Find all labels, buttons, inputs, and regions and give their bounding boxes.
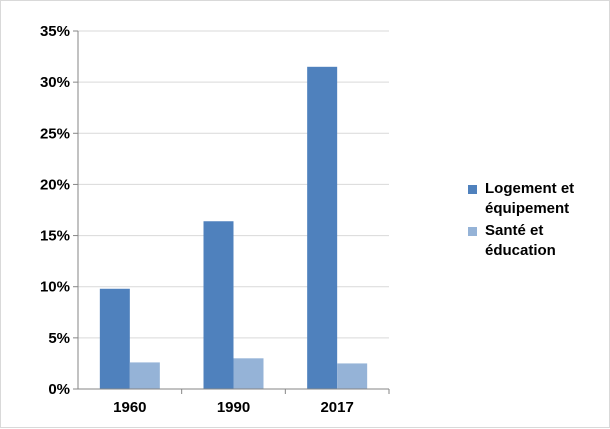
y-tick-labels: 0% 5% 10% 15% 20% 25% 30% 35% [40,23,70,398]
bar-sante-1990 [233,358,264,389]
y-tick-label: 5% [48,330,70,347]
legend-label-logement: Logement et équipement [485,180,575,217]
axes [73,30,390,394]
legend-item-sante: Santé et éducation [468,221,610,261]
legend-swatch-sante [468,227,477,236]
x-tick-label: 2017 [320,399,353,416]
y-tick-label: 10% [40,279,70,296]
legend-swatch-logement [468,185,477,194]
x-tick-label: 1960 [113,399,146,416]
y-tick-label: 15% [40,228,70,245]
y-tick-label: 20% [40,176,70,193]
bar-logement-1990 [203,221,234,389]
bar-logement-1960 [99,288,130,389]
x-tick-labels: 1960 1990 2017 [113,399,354,416]
y-tick-label: 30% [40,74,70,91]
y-tick-label: 35% [40,23,70,40]
y-tick-label: 0% [48,381,70,398]
bar-sante-2017 [337,363,368,389]
x-tick-label: 1990 [217,399,250,416]
legend-label-sante: Santé et éducation [485,222,556,259]
bar-logement-2017 [307,66,338,390]
bar-sante-1960 [129,362,160,389]
bars [99,66,368,390]
legend: Logement et équipement Santé et éducatio… [468,179,610,263]
y-tick-label: 25% [40,125,70,142]
legend-item-logement: Logement et équipement [468,179,610,219]
